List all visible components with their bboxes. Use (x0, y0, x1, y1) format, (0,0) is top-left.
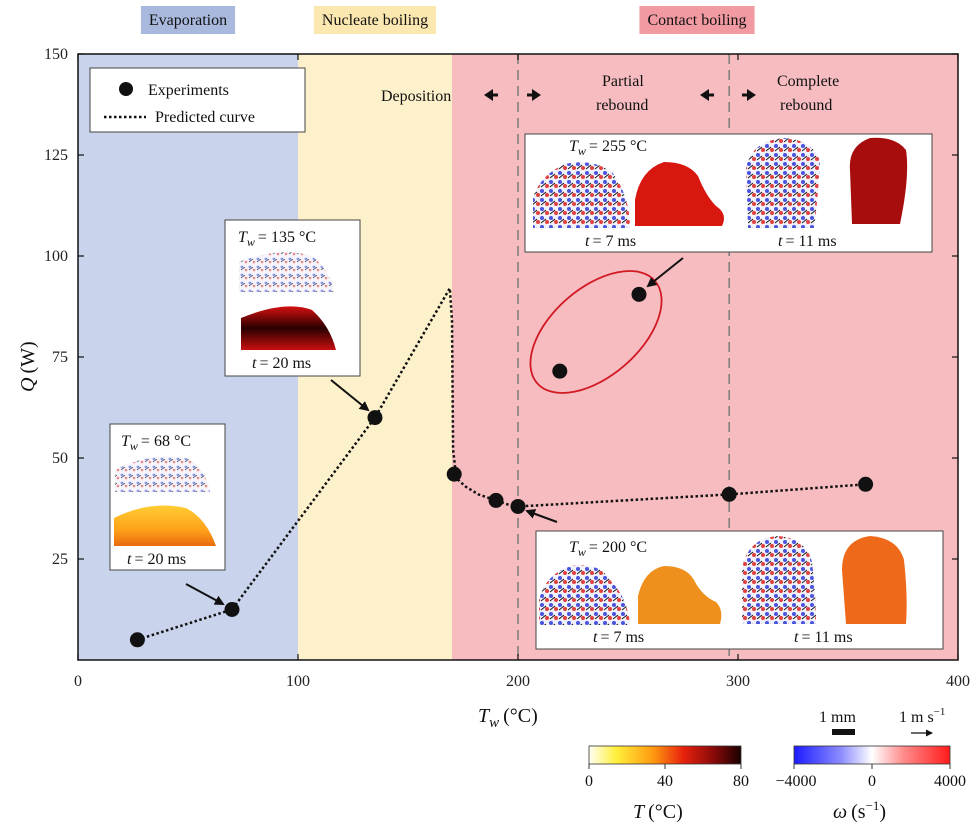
region-label-bg-nucleate-boiling (313, 6, 437, 34)
inset-200-vorticity-field-2 (742, 536, 816, 624)
x-axis-ticks: 0 100 200 300 400 (74, 54, 970, 690)
inset-255-temperature-field-2 (849, 137, 908, 224)
experiment-point-5 (510, 498, 526, 514)
region-label-nucleate-boiling: Nucleate boiling (322, 12, 428, 29)
experiment-point-3 (446, 466, 462, 482)
y-axis-ticks: 25 50 75 100 125 150 (44, 46, 958, 568)
inset-200-time-label-1: t = 7 ms (593, 629, 644, 646)
colorbar-vorticity-gradient (793, 745, 951, 765)
experiment-point-8 (721, 486, 737, 502)
y-axis-title-unit: (W) (17, 341, 39, 373)
colorbar-temperature-tick-2: 80 (733, 773, 749, 790)
legend-marker-experiments (119, 82, 133, 96)
colorbar-vorticity-tick-0: −4000 (775, 773, 816, 790)
scale-bars: 1 mm 1 m s−1 (819, 706, 945, 737)
note-partial: Partial (602, 73, 644, 90)
legend: Experiments Predicted curve (89, 67, 306, 133)
inset-255: Tw = 255 °C t = 7 ms t = 11 ms (524, 133, 933, 253)
experiment-point-7 (631, 286, 647, 302)
region-label-evaporation: Evaporation (149, 12, 227, 29)
inset-255-temperature-field-1 (635, 162, 724, 226)
double-arrow-icon-1 (484, 89, 541, 101)
y-tick-label-125: 125 (44, 147, 68, 164)
experiment-point-9 (858, 476, 874, 492)
experiment-point-0 (129, 632, 145, 648)
note-deposition: Deposition (381, 88, 451, 105)
inset-200-temperature-field-2 (842, 536, 907, 624)
colorbar-vorticity-label: ω (s−1) (833, 798, 886, 823)
inset-135-tw-label: Tw = 135 °C (238, 229, 316, 249)
note-partial-rebound: rebound (596, 97, 648, 114)
inset-68-tw-label: Tw = 68 °C (121, 433, 191, 453)
y-tick-label-150: 150 (44, 46, 68, 63)
x-axis-title-unit: (°C) (503, 705, 538, 727)
colorbar-vorticity-tick-2: 4000 (934, 773, 966, 790)
scale-bar-length (832, 729, 855, 735)
colorbar-temperature-tick-0: 0 (585, 773, 593, 790)
inset-135-temperature-field (241, 306, 336, 350)
region-label-contact-boiling: Contact boiling (647, 12, 746, 29)
x-axis-title-symbol: T (478, 705, 491, 727)
y-tick-label-25: 25 (52, 551, 68, 568)
inset-200-tw-label: Tw = 200 °C (569, 539, 647, 559)
scale-bar-velocity-label: 1 m s−1 (899, 706, 945, 726)
colorbar-temperature-tick-1: 40 (657, 773, 673, 790)
x-axis-title-subscript: w (489, 715, 499, 731)
x-tick-label-400: 400 (946, 673, 970, 690)
experiment-point-1 (224, 602, 240, 617)
inset-255-time-label-2: t = 11 ms (778, 233, 837, 250)
pointer-arrows (185, 257, 684, 605)
scale-bar-length-label: 1 mm (819, 709, 856, 726)
region-label-bg-contact-boiling (639, 6, 755, 34)
experiment-point-6 (552, 363, 568, 379)
colorbar-temperature: 0 40 80 T (°C) (585, 745, 749, 823)
inset-200-time-label-2: t = 11 ms (794, 629, 853, 646)
inset-255-time-label-1: t = 7 ms (585, 233, 636, 250)
double-arrow-icon-2 (700, 89, 756, 101)
x-tick-label-100: 100 (286, 673, 310, 690)
colorbar-vorticity-tick-1: 0 (868, 773, 876, 790)
inset-135-vorticity-field (239, 252, 334, 292)
legend-box (89, 67, 306, 133)
experiments-series (129, 286, 874, 648)
pointer-arrow-68 (185, 583, 225, 605)
pointer-arrow-255 (646, 257, 684, 288)
colorbar-vorticity: −4000 0 4000 ω (s−1) (775, 745, 966, 823)
inset-200-temperature-field-1 (638, 566, 722, 624)
note-complete-rebound: rebound (780, 97, 832, 114)
inset-68-vorticity-field (115, 456, 210, 492)
inset-255-vorticity-field-2 (746, 138, 820, 228)
pointer-arrow-135 (330, 379, 370, 412)
regime-notes: Deposition Partial rebound Complete rebo… (381, 73, 839, 114)
y-tick-label-100: 100 (44, 248, 68, 265)
y-tick-label-50: 50 (52, 450, 68, 467)
y-tick-label-75: 75 (52, 349, 68, 366)
inset-68: Tw = 68 °C t = 20 ms (109, 423, 226, 571)
note-complete: Complete (777, 73, 839, 90)
regime-labels: Evaporation Nucleate boiling Contact boili… (140, 6, 755, 34)
inset-200-vorticity-field-1 (539, 565, 630, 625)
experiment-point-4 (488, 492, 504, 508)
pointer-arrow-200 (525, 509, 558, 523)
inset-68-temperature-field (114, 505, 216, 546)
x-axis-title: Tw (°C) (478, 705, 538, 731)
region-label-bg-evaporation (140, 6, 236, 34)
legend-label-experiments: Experiments (148, 82, 229, 99)
inset-68-time-label: t = 20 ms (127, 551, 186, 568)
y-axis-title: Q (W) (17, 341, 39, 392)
x-tick-label-0: 0 (74, 673, 82, 690)
inset-255-tw-label: Tw = 255 °C (569, 138, 647, 158)
legend-label-predicted: Predicted curve (155, 109, 255, 126)
inset-255-vorticity-field-1 (533, 162, 630, 228)
experiment-point-2 (367, 410, 383, 426)
inset-200: Tw = 200 °C t = 7 ms t = 11 ms (535, 530, 944, 650)
x-tick-label-300: 300 (726, 673, 750, 690)
inset-135-time-label: t = 20 ms (252, 355, 311, 372)
inset-135: Tw = 135 °C t = 20 ms (224, 219, 361, 377)
y-axis-title-symbol: Q (17, 377, 39, 392)
colorbar-temperature-label: T (°C) (633, 801, 683, 823)
x-tick-label-200: 200 (506, 673, 530, 690)
colorbar-temperature-gradient (588, 745, 742, 765)
